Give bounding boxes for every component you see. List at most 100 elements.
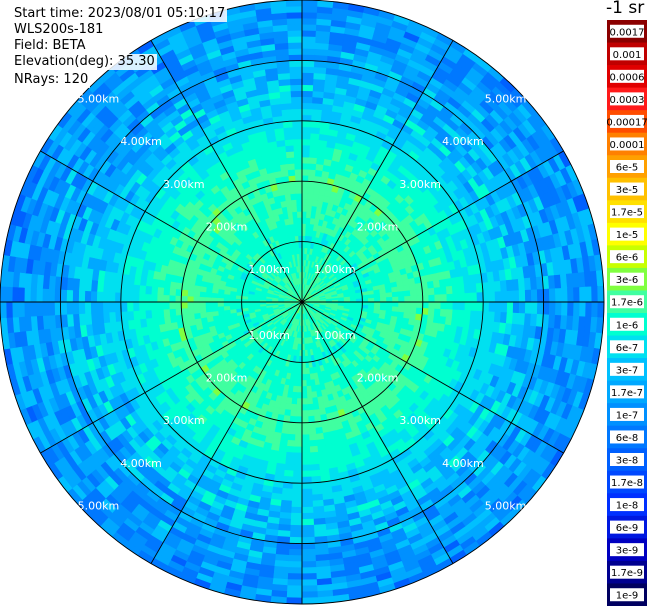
field-cell	[307, 193, 314, 201]
field-cell	[301, 156, 310, 164]
field-cell	[380, 297, 387, 303]
field-cell	[307, 415, 315, 423]
field-cell	[301, 542, 316, 550]
field-cell	[66, 301, 74, 315]
field-cell	[283, 469, 294, 478]
field-cell	[309, 451, 319, 460]
field-cell	[427, 308, 436, 317]
field-cell	[308, 433, 317, 442]
field-cell	[205, 306, 213, 313]
field-cell	[493, 311, 502, 324]
field-cell	[409, 283, 417, 291]
field-cell	[367, 297, 375, 303]
field-cell	[470, 292, 478, 303]
field-cell	[403, 307, 411, 314]
field-cell	[162, 301, 170, 310]
field-cell	[126, 292, 134, 303]
field-cell	[286, 585, 303, 593]
field-cell	[84, 301, 92, 314]
field-cell	[428, 301, 436, 310]
field-cell	[288, 542, 303, 550]
field-cell	[47, 288, 56, 303]
field-cell	[434, 301, 442, 310]
field-cell	[310, 132, 321, 141]
field-cell	[174, 295, 182, 303]
field-cell	[156, 301, 164, 310]
field-cell	[301, 597, 319, 605]
field-cell	[132, 301, 140, 312]
field-cell	[102, 301, 110, 313]
field-cell	[567, 287, 575, 303]
field-cell	[301, 96, 314, 104]
field-cell	[229, 301, 237, 307]
field-cell	[199, 290, 207, 298]
field-cell	[301, 585, 318, 593]
field-cell	[597, 285, 605, 303]
field-cell	[494, 301, 502, 313]
field-cell	[524, 289, 532, 303]
field-cell	[187, 307, 195, 315]
field-cell	[536, 301, 544, 315]
field-cell	[301, 452, 311, 460]
field-cell	[78, 289, 86, 303]
field-cell	[311, 102, 324, 111]
field-cell	[428, 294, 436, 303]
field-cell	[305, 379, 312, 387]
field-cell	[283, 463, 294, 472]
field-cell	[301, 579, 318, 587]
field-cell	[404, 301, 412, 309]
field-cell	[308, 156, 318, 165]
field-cell	[464, 292, 472, 303]
field-cell	[301, 422, 309, 430]
field-cell	[530, 289, 538, 303]
field-cell	[457, 284, 466, 295]
field-cell	[301, 211, 308, 218]
field-cell	[403, 290, 411, 297]
field-cell	[217, 301, 224, 307]
field-cell	[108, 291, 116, 303]
field-cell	[440, 294, 448, 303]
field-cell	[301, 367, 307, 375]
field-cell	[301, 126, 312, 134]
field-cell	[29, 301, 37, 317]
field-cell	[301, 114, 313, 122]
field-cell	[286, 591, 303, 599]
field-cell	[90, 290, 98, 303]
field-cell	[132, 283, 141, 294]
field-cell	[186, 295, 194, 303]
field-cell	[309, 457, 320, 466]
field-cell	[186, 301, 194, 309]
field-cell	[305, 367, 310, 375]
field-cell	[361, 298, 369, 303]
field-cell	[205, 296, 212, 303]
field-cell	[398, 301, 406, 308]
field-cell	[308, 162, 317, 171]
field-cell	[301, 446, 311, 454]
field-cell	[308, 168, 317, 177]
field-cell	[301, 573, 317, 581]
field-cell	[144, 285, 153, 295]
field-cell	[138, 301, 146, 311]
field-cell	[181, 289, 189, 297]
field-cell	[308, 439, 318, 448]
field-cell	[156, 294, 164, 303]
field-cell	[5, 301, 13, 318]
field-cell	[301, 434, 310, 442]
field-cell	[144, 309, 153, 319]
field-cell	[198, 301, 206, 308]
field-cell	[494, 291, 502, 303]
field-cell	[476, 301, 484, 312]
field-cell	[304, 361, 310, 369]
field-cell	[108, 311, 117, 323]
field-cell	[126, 310, 135, 321]
field-cell	[211, 306, 219, 312]
field-cell	[310, 469, 321, 478]
field-cell	[301, 392, 308, 399]
field-cell	[168, 308, 177, 317]
field-cell	[297, 374, 303, 381]
field-cell	[295, 416, 303, 424]
field-cell	[301, 186, 309, 194]
field-cell	[410, 295, 418, 303]
field-cell	[301, 416, 309, 424]
field-cell	[193, 307, 201, 314]
